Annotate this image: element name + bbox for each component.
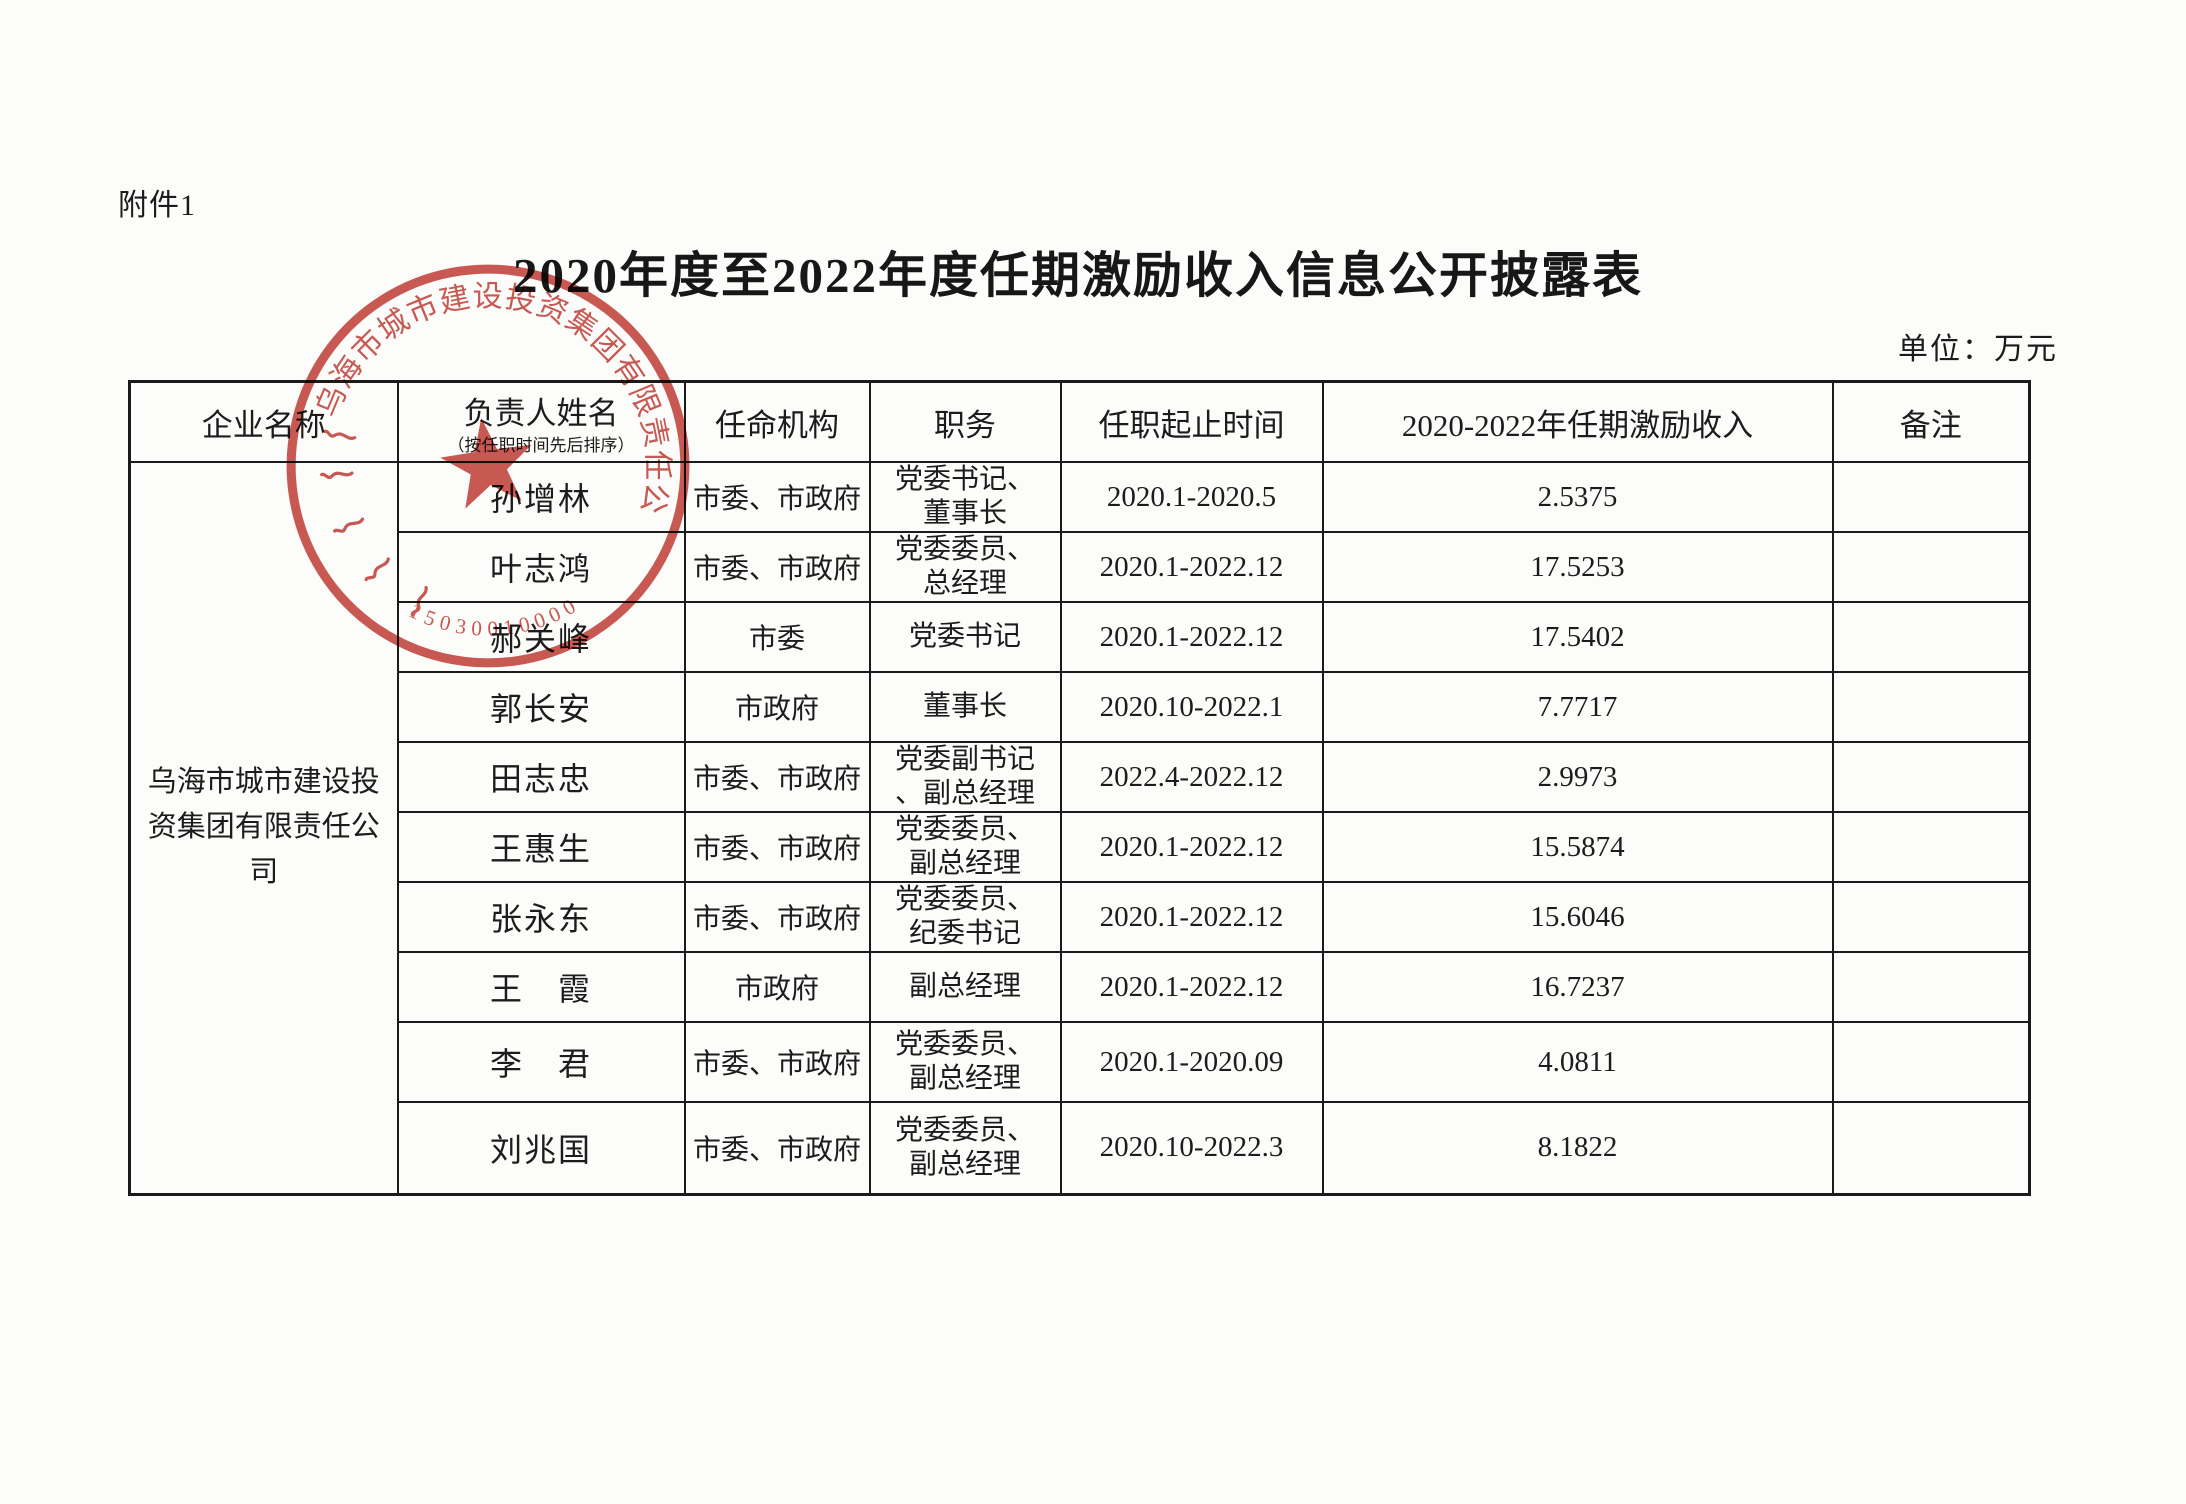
table-row: 田志忠 市委、市政府 党委副书记、副总经理 2022.4-2022.12 2.9… — [130, 741, 2031, 813]
header-term: 任职起止时间 — [1059, 380, 1324, 463]
cell-remarks — [1831, 601, 2031, 673]
table-row: 王 霞 市政府 副总经理 2020.1-2022.12 16.7237 — [130, 951, 2031, 1023]
cell-income: 8.1822 — [1321, 1101, 1834, 1195]
cell-income: 15.6046 — [1321, 881, 1834, 953]
header-position: 职务 — [868, 380, 1062, 463]
header-person-label: 负责人姓名 — [463, 396, 619, 431]
cell-name: 王惠生 — [396, 811, 686, 883]
cell-remarks — [1831, 671, 2031, 743]
cell-authority: 市委 — [683, 601, 871, 673]
cell-remarks — [1831, 531, 2031, 603]
cell-authority: 市政府 — [683, 951, 871, 1023]
company-name-cell: 乌海市城市建设投资集团有限责任公司 — [128, 461, 399, 1195]
cell-income: 17.5253 — [1321, 531, 1834, 603]
table-row: 叶志鸿 市委、市政府 党委委员、总经理 2020.1-2022.12 17.52… — [130, 531, 2031, 603]
cell-remarks — [1831, 811, 2031, 883]
header-row: 企业名称 负责人姓名 （按任职时间先后排序） 任命机构 职务 任职起止时间 20… — [128, 380, 2031, 463]
cell-income: 7.7717 — [1321, 671, 1834, 743]
cell-income: 4.0811 — [1321, 1021, 1834, 1103]
cell-name: 张永东 — [396, 881, 686, 953]
cell-authority: 市政府 — [683, 671, 871, 743]
header-income: 2020-2022年任期激励收入 — [1321, 380, 1834, 463]
cell-income: 2.9973 — [1321, 741, 1834, 813]
cell-term: 2020.1-2022.12 — [1059, 601, 1324, 673]
table-row: 刘兆国 市委、市政府 党委委员、副总经理 2020.10-2022.3 8.18… — [130, 1101, 2031, 1195]
cell-authority: 市委、市政府 — [683, 881, 871, 953]
table-row: 李 君 市委、市政府 党委委员、副总经理 2020.1-2020.09 4.08… — [130, 1021, 2031, 1103]
cell-authority: 市委、市政府 — [683, 531, 871, 603]
cell-position: 党委书记、董事长 — [868, 461, 1062, 533]
cell-income: 2.5375 — [1321, 461, 1834, 533]
cell-position: 党委书记 — [868, 601, 1062, 673]
table-row: 王惠生 市委、市政府 党委委员、副总经理 2020.1-2022.12 15.5… — [130, 811, 2031, 883]
cell-authority: 市委、市政府 — [683, 811, 871, 883]
cell-term: 2020.1-2022.12 — [1059, 531, 1324, 603]
cell-position: 党委委员、副总经理 — [868, 811, 1062, 883]
cell-term: 2020.1-2020.5 — [1059, 461, 1324, 533]
header-remarks: 备注 — [1831, 380, 2031, 463]
header-company: 企业名称 — [128, 380, 399, 463]
cell-authority: 市委、市政府 — [683, 1021, 871, 1103]
cell-position: 副总经理 — [868, 951, 1062, 1023]
cell-authority: 市委、市政府 — [683, 741, 871, 813]
cell-income: 15.5874 — [1321, 811, 1834, 883]
cell-name: 田志忠 — [396, 741, 686, 813]
cell-authority: 市委、市政府 — [683, 1101, 871, 1195]
cell-position: 党委委员、总经理 — [868, 531, 1062, 603]
cell-term: 2020.10-2022.1 — [1059, 671, 1324, 743]
cell-position: 党委副书记、副总经理 — [868, 741, 1062, 813]
cell-name: 郝关峰 — [396, 601, 686, 673]
cell-term: 2020.1-2020.09 — [1059, 1021, 1324, 1103]
cell-position: 党委委员、副总经理 — [868, 1021, 1062, 1103]
header-person: 负责人姓名 （按任职时间先后排序） — [396, 380, 686, 463]
cell-term: 2020.10-2022.3 — [1059, 1101, 1324, 1195]
unit-note: 单位：万元 — [1898, 333, 2058, 366]
cell-authority: 市委、市政府 — [683, 461, 871, 533]
cell-name: 孙增林 — [396, 461, 686, 533]
cell-name: 王 霞 — [396, 951, 686, 1023]
cell-remarks — [1831, 461, 2031, 533]
cell-name: 李 君 — [396, 1021, 686, 1103]
table-row: 张永东 市委、市政府 党委委员、纪委书记 2020.1-2022.12 15.6… — [130, 881, 2031, 953]
cell-term: 2020.1-2022.12 — [1059, 881, 1324, 953]
cell-remarks — [1831, 1021, 2031, 1103]
cell-income: 17.5402 — [1321, 601, 1834, 673]
table-row: 郝关峰 市委 党委书记 2020.1-2022.12 17.5402 — [130, 601, 2031, 673]
cell-name: 叶志鸿 — [396, 531, 686, 603]
page-title: 2020年度至2022年度任期激励收入信息公开披露表 — [512, 248, 1643, 303]
header-person-note: （按任职时间先后排序） — [447, 436, 635, 455]
header-authority: 任命机构 — [683, 380, 871, 463]
cell-term: 2022.4-2022.12 — [1059, 741, 1324, 813]
cell-remarks — [1831, 881, 2031, 953]
cell-remarks — [1831, 1101, 2031, 1195]
cell-term: 2020.1-2022.12 — [1059, 811, 1324, 883]
cell-name: 郭长安 — [396, 671, 686, 743]
cell-income: 16.7237 — [1321, 951, 1834, 1023]
table-row: 乌海市城市建设投资集团有限责任公司 孙增林 市委、市政府 党委书记、董事长 20… — [128, 461, 2031, 1195]
cell-remarks — [1831, 741, 2031, 813]
cell-name: 刘兆国 — [396, 1101, 686, 1195]
cell-position: 董事长 — [868, 671, 1062, 743]
cell-position: 党委委员、副总经理 — [868, 1101, 1062, 1195]
cell-remarks — [1831, 951, 2031, 1023]
cell-position: 党委委员、纪委书记 — [868, 881, 1062, 953]
company-name: 乌海市城市建设投资集团有限责任公司 — [147, 766, 380, 889]
table-row: 郭长安 市政府 董事长 2020.10-2022.1 7.7717 — [130, 671, 2031, 743]
attachment-label: 附件1 — [118, 189, 196, 222]
disclosure-table: 企业名称 负责人姓名 （按任职时间先后排序） 任命机构 职务 任职起止时间 20… — [128, 380, 2031, 1196]
cell-term: 2020.1-2022.12 — [1059, 951, 1324, 1023]
